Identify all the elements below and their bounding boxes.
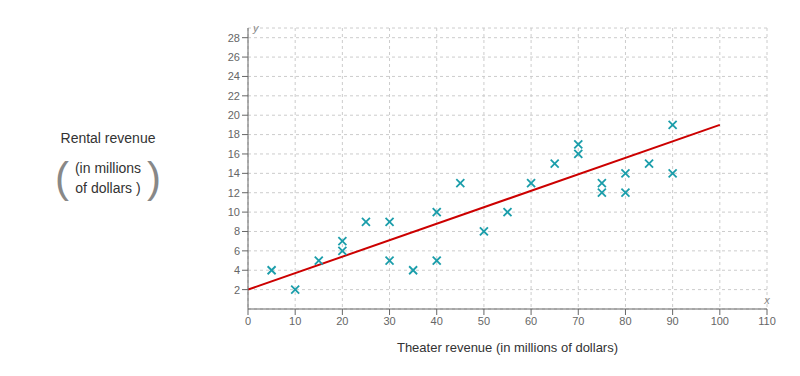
svg-text:26: 26: [228, 51, 240, 63]
svg-text:2: 2: [234, 284, 240, 296]
svg-text:80: 80: [619, 315, 631, 327]
svg-text:24: 24: [228, 70, 240, 82]
svg-text:10: 10: [289, 315, 301, 327]
svg-text:30: 30: [383, 315, 395, 327]
svg-text:Theater revenue (in millions o: Theater revenue (in millions of dollars): [397, 340, 618, 355]
svg-text:18: 18: [228, 128, 240, 140]
svg-text:14: 14: [228, 167, 240, 179]
svg-text:10: 10: [228, 206, 240, 218]
svg-text:28: 28: [228, 32, 240, 44]
html-text:(in millions: (in millions: [74, 160, 142, 176]
svg-text:0: 0: [245, 315, 251, 327]
svg-text:40: 40: [431, 315, 443, 327]
svg-text:110: 110: [758, 315, 776, 327]
svg-text:12: 12: [228, 187, 240, 199]
svg-text:90: 90: [667, 315, 679, 327]
svg-text:22: 22: [228, 90, 240, 102]
html-text:of dollars ): of dollars ): [75, 180, 141, 196]
svg-text:8: 8: [234, 225, 240, 237]
svg-text:x: x: [763, 294, 770, 306]
svg-text:50: 50: [478, 315, 490, 327]
html-text:Rental revenue: Rental revenue: [60, 130, 156, 146]
svg-text:20: 20: [228, 109, 240, 121]
svg-text:4: 4: [234, 264, 240, 276]
svg-text:100: 100: [711, 315, 729, 327]
svg-text:70: 70: [572, 315, 584, 327]
svg-text:y: y: [252, 22, 260, 34]
svg-text:60: 60: [525, 315, 537, 327]
svg-text:16: 16: [228, 148, 240, 160]
svg-text:20: 20: [336, 315, 348, 327]
svg-text:6: 6: [234, 245, 240, 257]
